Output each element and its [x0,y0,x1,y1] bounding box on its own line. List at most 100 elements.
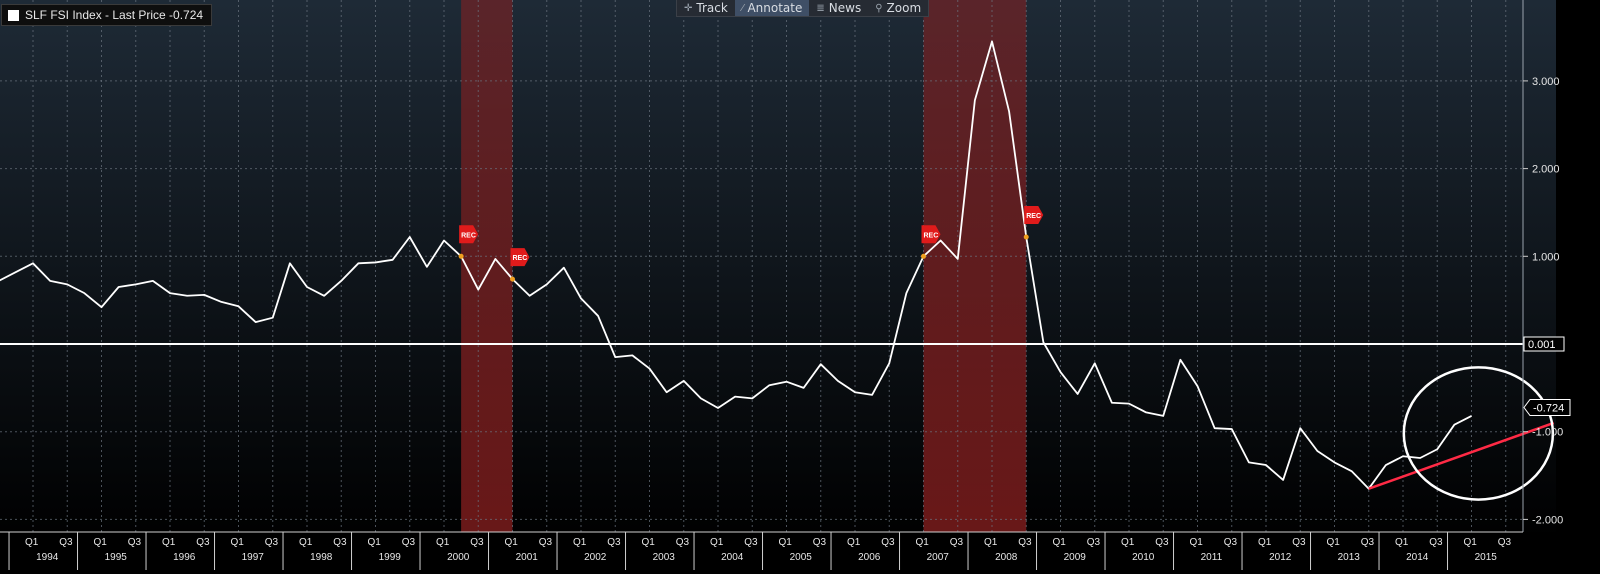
rec-marker [459,225,479,244]
quarter-label: Q1 [368,537,382,548]
quarter-label: Q1 [505,537,519,548]
last-price-tag [1523,398,1571,416]
track-button[interactable]: ✛ Track [677,0,735,16]
year-label: 2006 [858,552,881,563]
quarter-label: Q3 [1429,537,1443,548]
quarter-label: Q3 [265,537,279,548]
track-label: Track [696,1,728,15]
quarter-label: Q1 [162,537,176,548]
news-icon: ≣ [816,2,825,14]
chart-toolbar: ✛ Track ⁄ Annotate ≣ News ⚲ Zoom [676,0,930,17]
legend[interactable]: SLF FSI Index - Last Price -0.724 [1,4,213,26]
rec-point [510,276,515,282]
quarter-label: Q1 [1053,537,1067,548]
series-group [0,40,1472,490]
pencil-icon: ⁄ [741,2,744,14]
legend-swatch[interactable] [8,9,19,21]
year-label: 2002 [584,552,607,563]
year-label: 2014 [1406,552,1429,563]
y-tick-label: -2.000 [1532,514,1563,526]
annotate-button[interactable]: ⁄ Annotate [734,0,810,16]
circle-annotation [1402,366,1555,501]
quarter-label: Q1 [1464,537,1478,548]
quarter-label: Q3 [59,537,73,548]
rec-marker-label: REC [1026,213,1041,220]
quarter-label: Q1 [231,537,245,548]
last-price-label: -0.724 [1533,402,1564,414]
quarter-label: Q1 [779,537,793,548]
quarter-label: Q1 [573,537,587,548]
quarter-label: Q3 [1361,537,1375,548]
plot-background [0,0,1556,543]
y-tick-label: 1.000 [1532,251,1560,263]
year-label: 1999 [379,552,402,563]
year-label: 1997 [242,552,265,563]
quarter-label: Q3 [744,537,758,548]
quarter-label: Q1 [642,537,656,548]
quarter-label: Q1 [847,537,861,548]
year-label: 2001 [516,552,539,563]
annotate-label: Annotate [747,1,803,15]
quarter-label: Q3 [950,537,964,548]
y-tick-label: 2.000 [1532,164,1560,176]
quarter-label: Q3 [1498,537,1512,548]
quarter-label: Q3 [1292,537,1306,548]
year-label: 1998 [310,552,333,563]
quarter-label: Q1 [984,537,998,548]
news-button[interactable]: ≣ News [809,0,868,16]
news-label: News [828,1,862,15]
quarter-label: Q3 [607,537,621,548]
year-label: 1994 [36,552,59,563]
quarter-label: Q1 [1258,537,1272,548]
rec-point [458,253,464,259]
year-label: 2013 [1338,552,1361,563]
year-label: 2008 [995,552,1018,563]
year-label: 2009 [1064,552,1087,563]
quarter-label: Q3 [402,537,416,548]
y-axis: -2.000 -1.000 1.000 2.000 3.000 [1522,0,1563,532]
year-label: 2003 [653,552,676,563]
grid-lines [0,0,1522,532]
recession-band [923,0,1027,532]
quarter-label: Q3 [470,537,484,548]
y-tick-label: -1.000 [1532,427,1563,439]
quarter-label: Q3 [128,537,142,548]
quarter-label: Q3 [1155,537,1169,548]
rec-marker [1024,206,1044,225]
rec-marker [921,225,941,244]
year-label: 2015 [1475,552,1498,563]
year-label: 1996 [173,552,196,563]
crosshair-icon: ✛ [684,2,693,14]
year-label: 2007 [927,552,950,563]
year-label: 2012 [1269,552,1292,563]
quarter-label: Q3 [333,537,347,548]
quarter-label: Q3 [1224,537,1238,548]
quarter-label: Q3 [1087,537,1101,548]
quarter-label: Q3 [539,537,553,548]
rec-markers: REC REC REC REC [458,206,1044,282]
year-label: 2004 [721,552,744,563]
zero-line-label-box [1523,336,1565,352]
zero-line-label: 0.001 [1528,339,1556,351]
quarter-label: Q3 [1018,537,1032,548]
recession-bands [461,0,1027,532]
rec-marker-label: REC [924,232,939,239]
quarter-label: Q1 [1395,537,1409,548]
quarter-label: Q1 [25,537,39,548]
zoom-label: Zoom [886,1,922,15]
quarter-label: Q1 [94,537,108,548]
rec-point [921,253,926,259]
quarter-label: Q3 [196,537,210,548]
rec-marker [510,248,530,267]
quarter-label: Q1 [1190,537,1204,548]
quarter-label: Q3 [881,537,895,548]
quarter-label: Q1 [1121,537,1135,548]
series-line [0,40,1472,490]
year-label: 2010 [1132,552,1155,563]
quarter-label: Q3 [813,537,827,548]
zoom-icon: ⚲ [875,2,883,14]
zoom-button[interactable]: ⚲ Zoom [868,0,928,16]
